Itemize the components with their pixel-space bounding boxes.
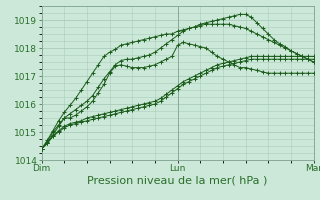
X-axis label: Pression niveau de la mer( hPa ): Pression niveau de la mer( hPa ) [87, 176, 268, 186]
